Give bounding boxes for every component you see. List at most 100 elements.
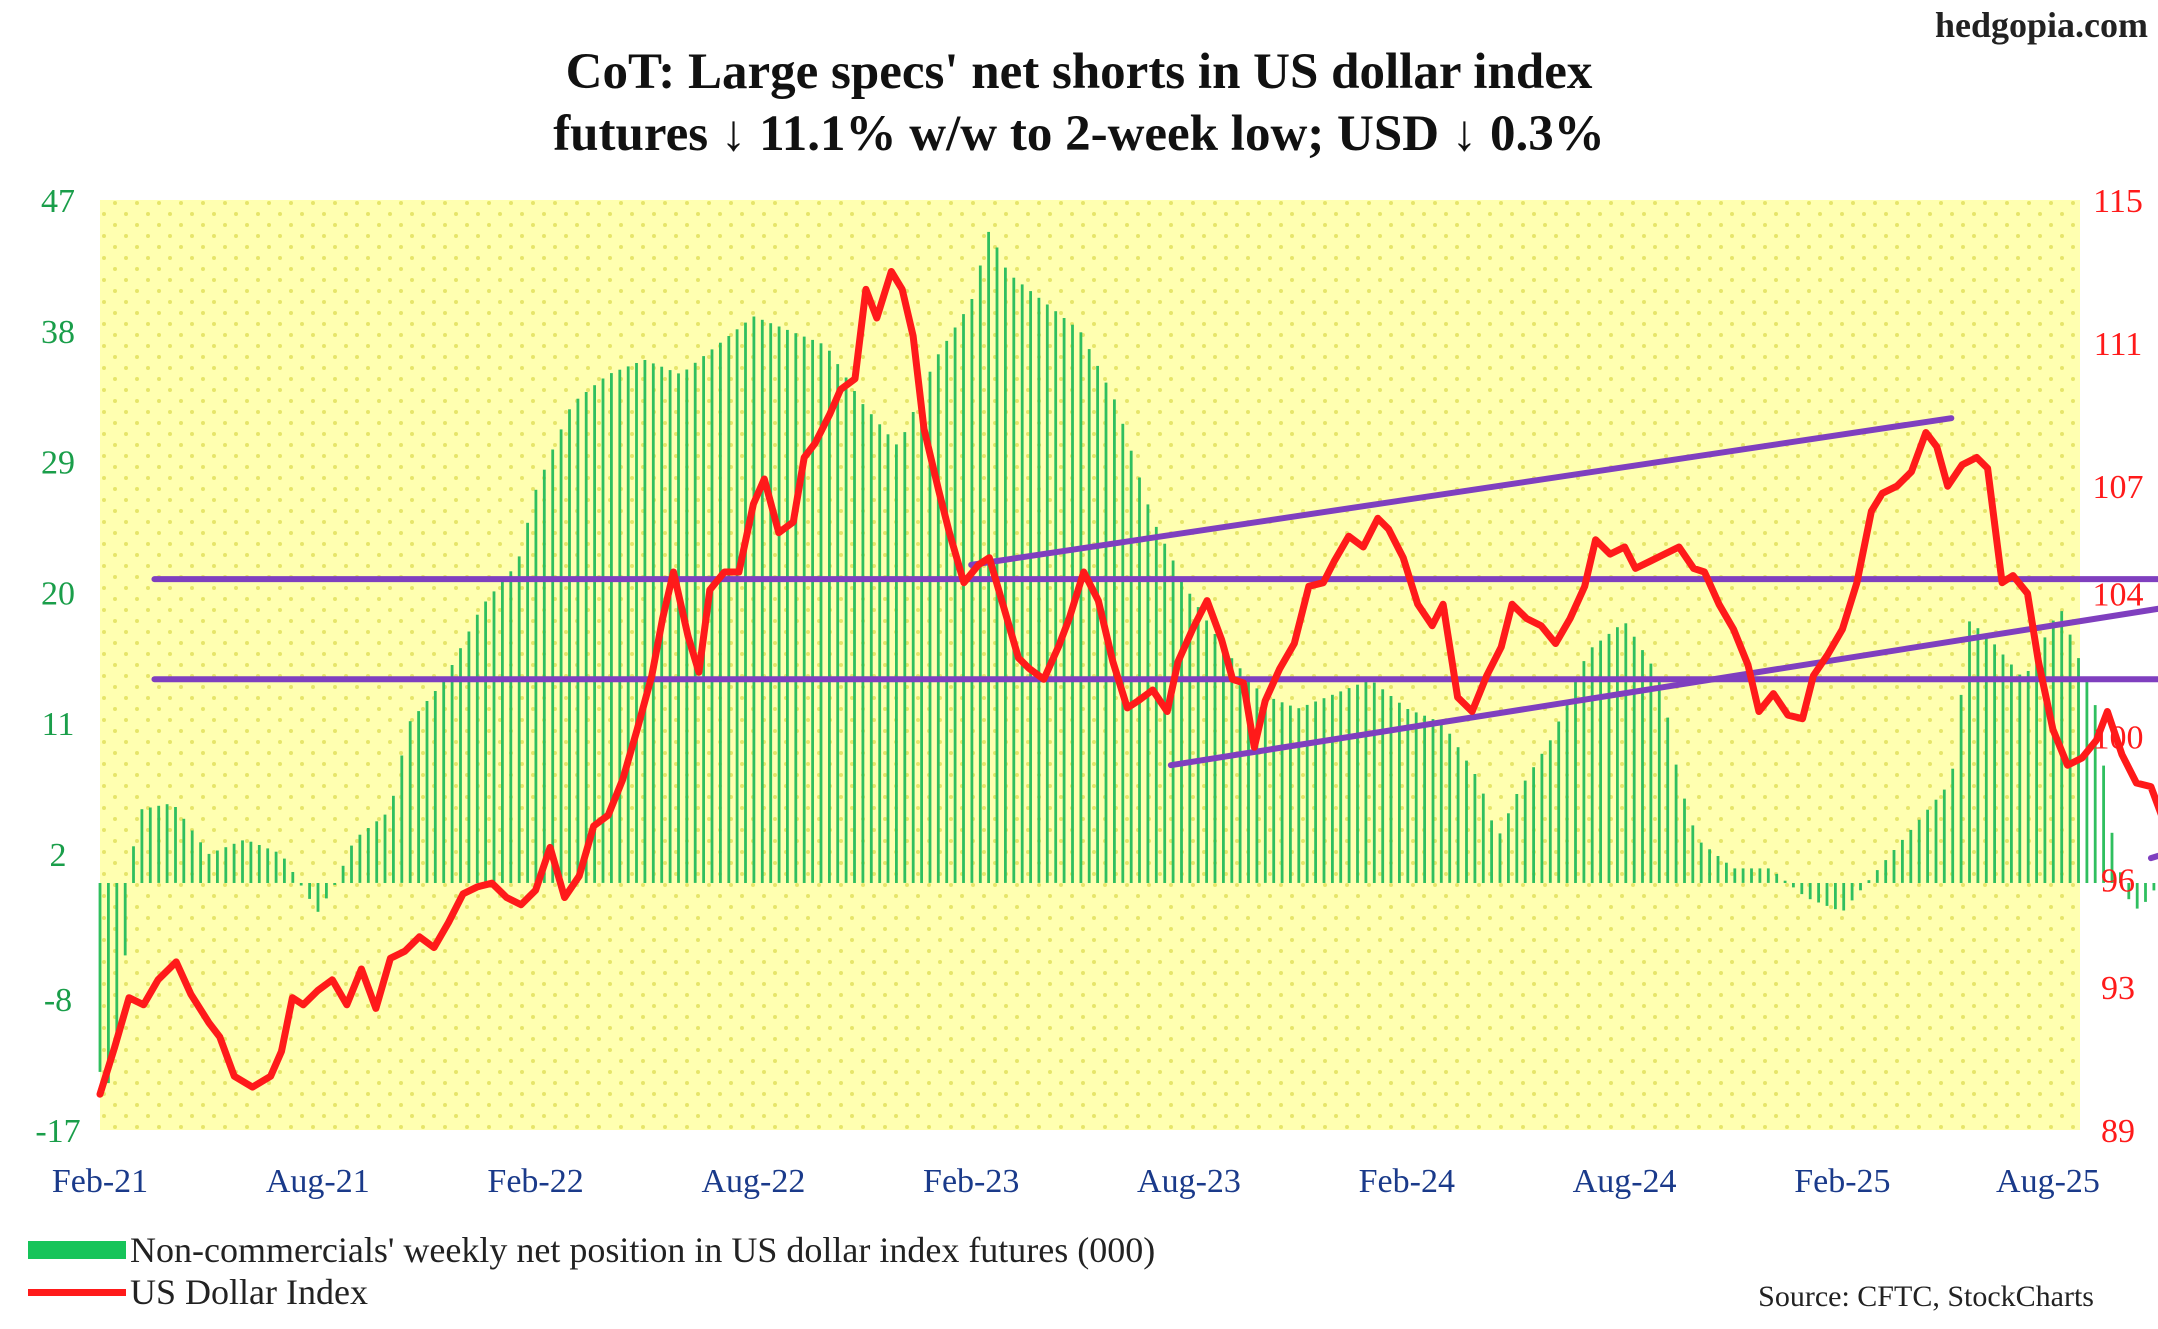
net-position-bar	[2110, 832, 2114, 883]
left-axis-tick-label: 11	[42, 706, 75, 743]
net-position-bar	[760, 319, 764, 883]
net-position-bar	[501, 581, 504, 883]
net-position-bar	[794, 333, 798, 883]
net-position-bar	[2144, 883, 2147, 902]
net-position-bar	[115, 883, 119, 1040]
x-axis-tick-label: Aug-23	[1137, 1163, 1241, 1200]
net-position-bar	[308, 883, 311, 899]
trendline	[1167, 605, 2158, 769]
net-position-bar	[953, 327, 957, 883]
net-position-bar	[1565, 701, 1569, 883]
legend-item-bars: Non-commercials' weekly net position in …	[28, 1230, 1155, 1270]
net-position-bar	[98, 883, 102, 1072]
net-position-bar	[1045, 304, 1049, 883]
net-position-bar	[2085, 681, 2089, 883]
net-position-bar	[1238, 668, 1242, 883]
net-position-bar	[2018, 674, 2022, 883]
x-axis-tick-label: Feb-21	[52, 1163, 148, 1200]
trendline	[968, 415, 1955, 568]
x-axis-tick-label: Feb-22	[487, 1163, 583, 1200]
net-position-bar	[1708, 849, 1711, 883]
net-position-bar	[1716, 856, 1720, 883]
net-position-bar	[2026, 671, 2030, 883]
right-axis-tick-label: 100	[2093, 720, 2144, 757]
net-position-bar	[1406, 709, 1410, 883]
net-position-bar	[1154, 526, 1158, 883]
net-position-bar	[1733, 868, 1737, 883]
net-position-bar	[358, 834, 362, 883]
net-position-bar	[836, 364, 840, 884]
net-position-bar	[459, 648, 462, 883]
net-position-bar	[1666, 717, 1670, 883]
net-position-bar	[861, 404, 865, 883]
net-position-bar	[819, 343, 823, 883]
net-position-bar	[2051, 620, 2055, 883]
net-position-bar	[1574, 681, 1577, 883]
net-position-bar	[1364, 681, 1368, 883]
left-axis-tick-label: 20	[41, 575, 75, 612]
net-position-bar	[1305, 704, 1309, 883]
x-axis: Feb-21 Aug-21 Feb-22 Aug-22 Feb-23 Aug-23 Feb-…	[52, 1163, 2100, 1200]
net-position-bar	[484, 601, 487, 883]
net-position-bar	[1917, 819, 1921, 883]
net-position-bar	[1280, 702, 1284, 883]
net-position-bar	[1691, 825, 1695, 883]
net-position-bar	[408, 721, 412, 883]
x-axis-tick-label: Aug-24	[1573, 1163, 1677, 1200]
net-position-bar	[576, 398, 580, 883]
net-position-bar	[249, 841, 253, 883]
net-position-bar	[433, 691, 437, 883]
net-position-bar	[1808, 883, 1812, 900]
net-position-bar	[1867, 880, 1871, 883]
net-position-bar	[928, 371, 932, 883]
net-position-bar	[1515, 794, 1519, 883]
net-position-bar	[1976, 628, 1980, 883]
net-position-bar	[1792, 883, 1795, 888]
right-axis-tick-label: 89	[2101, 1113, 2135, 1150]
net-position-bar	[1263, 695, 1267, 883]
right-axis-tick-label: 115	[2093, 183, 2143, 220]
net-position-bar	[878, 424, 882, 883]
net-position-bar	[1624, 623, 1628, 883]
net-position-bar	[2127, 883, 2131, 900]
net-position-bar	[1414, 712, 1418, 883]
right-y-axis: 115 111 107 104 100 96 93 89	[2093, 183, 2144, 1150]
net-position-bar	[1750, 868, 1753, 883]
legend-item-line: US Dollar Index	[28, 1272, 368, 1312]
net-position-bar	[216, 850, 219, 883]
net-position-bar	[450, 665, 454, 883]
net-position-bar	[1423, 715, 1426, 883]
net-position-bar	[509, 571, 513, 883]
net-position-bar	[1783, 880, 1787, 883]
left-axis-tick-label: -17	[35, 1113, 80, 1150]
net-position-bar	[1289, 705, 1292, 883]
net-position-bar	[936, 354, 940, 883]
net-position-bar	[559, 429, 563, 883]
net-position-bar	[2035, 654, 2038, 883]
net-position-bar	[1356, 684, 1359, 883]
net-position-bar	[1532, 767, 1535, 883]
net-position-bar	[1758, 868, 1762, 883]
right-axis-tick-label: 96	[2101, 863, 2135, 900]
right-axis-tick-label: 107	[2093, 469, 2144, 506]
net-position-bar	[291, 872, 295, 883]
source-note: Source: CFTC, StockCharts	[1758, 1280, 2094, 1313]
net-position-bar	[601, 378, 605, 883]
left-axis-tick-label: 29	[41, 445, 75, 482]
chart-title-line-2: futures ↓ 11.1% w/w to 2-week low; USD ↓…	[553, 106, 1605, 162]
legend-bars-swatch	[28, 1241, 126, 1259]
net-position-bar	[903, 432, 907, 883]
net-position-bar	[618, 369, 622, 883]
net-position-bar	[1892, 850, 1896, 883]
x-axis-tick-label: Feb-24	[1359, 1163, 1455, 1200]
net-position-bar	[853, 391, 856, 883]
net-position-bar	[727, 336, 731, 883]
left-y-axis: 47 38 29 20 11 2 -8 -17	[35, 183, 80, 1150]
net-position-bar	[467, 631, 471, 883]
net-position-bar	[1222, 647, 1225, 883]
net-position-bar	[651, 363, 655, 883]
net-position-bar	[341, 865, 345, 883]
net-position-bar	[2152, 883, 2156, 891]
net-position-bar	[257, 845, 261, 883]
